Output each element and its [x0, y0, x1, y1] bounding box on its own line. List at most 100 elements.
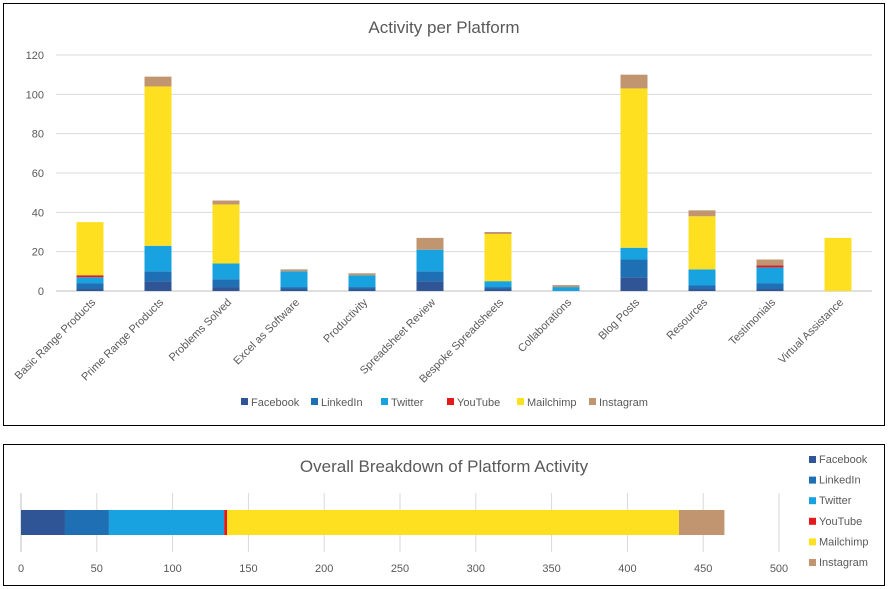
bar-segment-twitter	[688, 269, 716, 286]
bar-segment-mailchimp	[824, 237, 852, 291]
legend-swatch-mailchimp	[517, 398, 524, 405]
x-tick-label: 450	[694, 563, 712, 575]
bar-segment-facebook	[688, 289, 716, 291]
bar-segment-twitter	[280, 271, 308, 288]
x-tick-label: 250	[391, 563, 409, 575]
bar-segment-instagram	[212, 200, 240, 205]
bar-segment-facebook	[144, 281, 172, 291]
breakdown-chart: 0 50 100 150 200 250 300 350 400 450 500 Facebook Li…	[18, 454, 869, 575]
bar-segment-mailchimp	[212, 204, 240, 264]
bar-segment-mailchimp	[76, 222, 104, 276]
bar-segment-facebook	[212, 287, 240, 291]
bar-segment-mailchimp	[484, 233, 512, 282]
x-tick-label: 50	[91, 563, 103, 575]
legend-label: Facebook	[819, 454, 868, 466]
legend-label: LinkedIn	[321, 397, 363, 409]
x-tick-label: Productivity	[321, 296, 370, 345]
x-tick-label: Problems Solved	[167, 297, 234, 364]
bar-segment-mailchimp	[620, 88, 648, 248]
y-tick-label: 80	[32, 129, 44, 141]
x-tick-label: 500	[770, 563, 788, 575]
y-tick-label: 60	[32, 168, 44, 180]
x-tick-label: Spreadsheet Review	[358, 297, 438, 377]
bar-segment-facebook	[484, 289, 512, 291]
bar-segment-linkedin	[64, 510, 109, 535]
bar-segment-instagram	[348, 273, 376, 276]
bar-segment-twitter	[416, 249, 444, 272]
bar-segment-facebook	[21, 510, 65, 535]
bar-segment-twitter	[212, 263, 240, 280]
activity-chart-panel: Activity per Platform 0 20 40 60 80 100 120 Bas…	[3, 3, 885, 426]
x-tick-label: 100	[163, 563, 181, 575]
legend-label: Mailchimp	[819, 536, 869, 548]
legend-label: Instagram	[819, 557, 868, 569]
bar-segment-facebook	[416, 281, 444, 291]
bar-segment-twitter	[552, 287, 580, 291]
bar-segment-linkedin	[280, 287, 308, 290]
bar-segment-mailchimp	[144, 86, 172, 246]
bar-segment-twitter	[756, 267, 784, 284]
bar-segment-facebook	[620, 277, 648, 291]
chart-title: Overall Breakdown of Platform Activity	[299, 457, 589, 476]
bar-segment-instagram	[280, 269, 308, 272]
legend-swatch-instagram	[809, 559, 816, 566]
bar-segment-instagram	[678, 510, 725, 535]
bar-segment-twitter	[108, 510, 225, 535]
x-tick-label: Resources	[664, 296, 710, 342]
bar-segment-facebook	[280, 289, 308, 291]
legend-swatch-twitter	[809, 497, 816, 505]
x-tick-label: Testimonials	[727, 296, 779, 348]
legend-swatch-linkedin	[311, 398, 318, 405]
y-tick-label: 120	[26, 50, 44, 62]
legend-swatch-youtube	[809, 517, 816, 525]
bar-segment-instagram	[416, 237, 444, 250]
legend-label: Instagram	[599, 397, 648, 409]
chart-title: Activity per Platform	[368, 18, 520, 37]
bar-segment-linkedin	[76, 283, 104, 290]
y-tick-label: 100	[26, 89, 44, 101]
legend-swatch-facebook	[241, 398, 248, 405]
bar-segment-linkedin	[212, 279, 240, 288]
x-tick-label: 350	[542, 563, 560, 575]
x-tick-label: 150	[239, 563, 257, 575]
y-tick-label: 20	[32, 247, 44, 259]
legend-swatch-facebook	[809, 456, 816, 463]
legend-label: LinkedIn	[819, 475, 861, 487]
legend-swatch-linkedin	[809, 476, 816, 484]
legend-swatch-twitter	[381, 398, 388, 405]
bar-segment-facebook	[756, 289, 784, 291]
x-tick-label: Virtual Assistance	[776, 297, 846, 367]
bar-segment-youtube	[76, 275, 104, 278]
breakdown-chart-panel: Overall Breakdown of Platform Activity 0…	[3, 444, 885, 586]
bar-segment-linkedin	[144, 271, 172, 282]
bar-segment-youtube	[756, 265, 784, 268]
legend-label: YouTube	[819, 516, 862, 528]
bar-segment-twitter	[484, 281, 512, 288]
y-tick-label: 0	[38, 286, 44, 298]
bar-segment-twitter	[348, 275, 376, 288]
x-tick-label: 200	[315, 563, 333, 575]
bar-segment-linkedin	[484, 287, 512, 290]
bar-segment-facebook	[76, 289, 104, 291]
legend-swatch-mailchimp	[809, 538, 816, 546]
x-tick-label: 0	[18, 563, 24, 575]
bar-segment-linkedin	[620, 259, 648, 278]
bar-segment-mailchimp	[227, 510, 679, 535]
bar-segment-youtube	[224, 510, 228, 535]
bar-segment-linkedin	[688, 285, 716, 290]
bar-segment-instagram	[484, 232, 512, 234]
bar-segment-twitter	[620, 247, 648, 260]
bar-segment-twitter	[76, 277, 104, 284]
bar-segment-instagram	[144, 76, 172, 87]
x-tick-label: 400	[618, 563, 636, 575]
legend-swatch-youtube	[447, 398, 454, 405]
bar-segment-instagram	[756, 259, 784, 266]
legend-label: Facebook	[251, 397, 300, 409]
bar-segment-linkedin	[416, 271, 444, 282]
bar-segment-instagram	[688, 210, 716, 217]
bar-segment-linkedin	[348, 287, 376, 290]
bar-segment-mailchimp	[688, 216, 716, 270]
bar-segment-instagram	[620, 74, 648, 89]
legend-label: Mailchimp	[527, 397, 577, 409]
